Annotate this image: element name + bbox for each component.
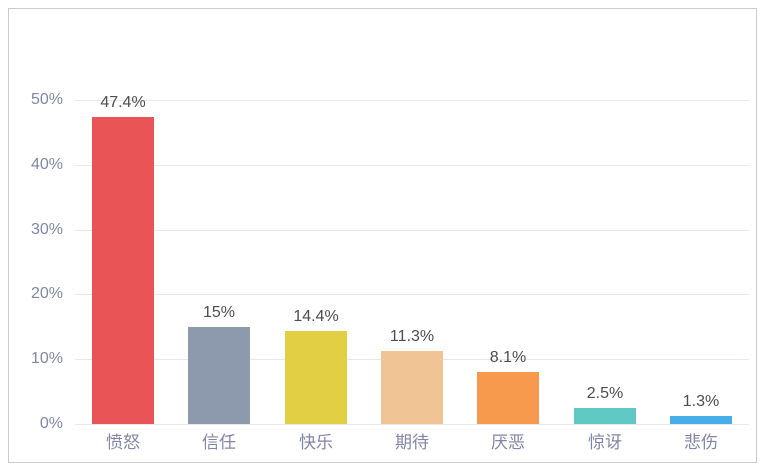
plot-area: 0% 10% 20% 30% 40% 50% 47.4% 愤怒 15% 信任 14.4% 快乐 11.3… xyxy=(9,9,756,462)
bar-value-label: 2.5% xyxy=(586,385,624,402)
gridline xyxy=(75,424,749,425)
x-axis-category-label: 愤怒 xyxy=(106,433,140,452)
gridline xyxy=(75,230,749,231)
y-axis-tick-label: 50% xyxy=(30,91,63,108)
gridline xyxy=(75,100,749,101)
x-axis-category-label: 厌恶 xyxy=(491,433,525,452)
bar-愤怒 xyxy=(92,117,154,424)
bar-value-label: 14.4% xyxy=(293,308,339,325)
bar-快乐 xyxy=(285,331,347,424)
bar-chart: 0% 10% 20% 30% 40% 50% 47.4% 愤怒 15% 信任 14.4% 快乐 11.3… xyxy=(8,8,757,463)
bar-value-label: 8.1% xyxy=(489,349,527,366)
bar-悲伤 xyxy=(670,416,732,424)
x-axis-category-label: 信任 xyxy=(202,433,236,452)
bar-value-label: 47.4% xyxy=(100,94,146,111)
gridline xyxy=(75,165,749,166)
y-axis-tick-label: 10% xyxy=(30,350,63,367)
bar-信任 xyxy=(188,327,250,424)
bar-value-label: 11.3% xyxy=(389,328,435,345)
x-axis-category-label: 悲伤 xyxy=(684,433,718,452)
y-axis-tick-label: 40% xyxy=(30,156,63,173)
bar-期待 xyxy=(381,351,443,424)
x-axis-category-label: 期待 xyxy=(395,433,429,452)
bar-惊讶 xyxy=(574,408,636,424)
bar-value-label: 15% xyxy=(202,304,236,321)
gridline xyxy=(75,294,749,295)
y-axis-tick-label: 20% xyxy=(30,285,63,302)
bar-厌恶 xyxy=(477,372,539,424)
x-axis-category-label: 快乐 xyxy=(299,433,333,452)
y-axis-tick-label: 0% xyxy=(39,415,63,432)
bar-value-label: 1.3% xyxy=(682,393,720,410)
y-axis-tick-label: 30% xyxy=(30,221,63,238)
x-axis-category-label: 惊讶 xyxy=(588,433,622,452)
